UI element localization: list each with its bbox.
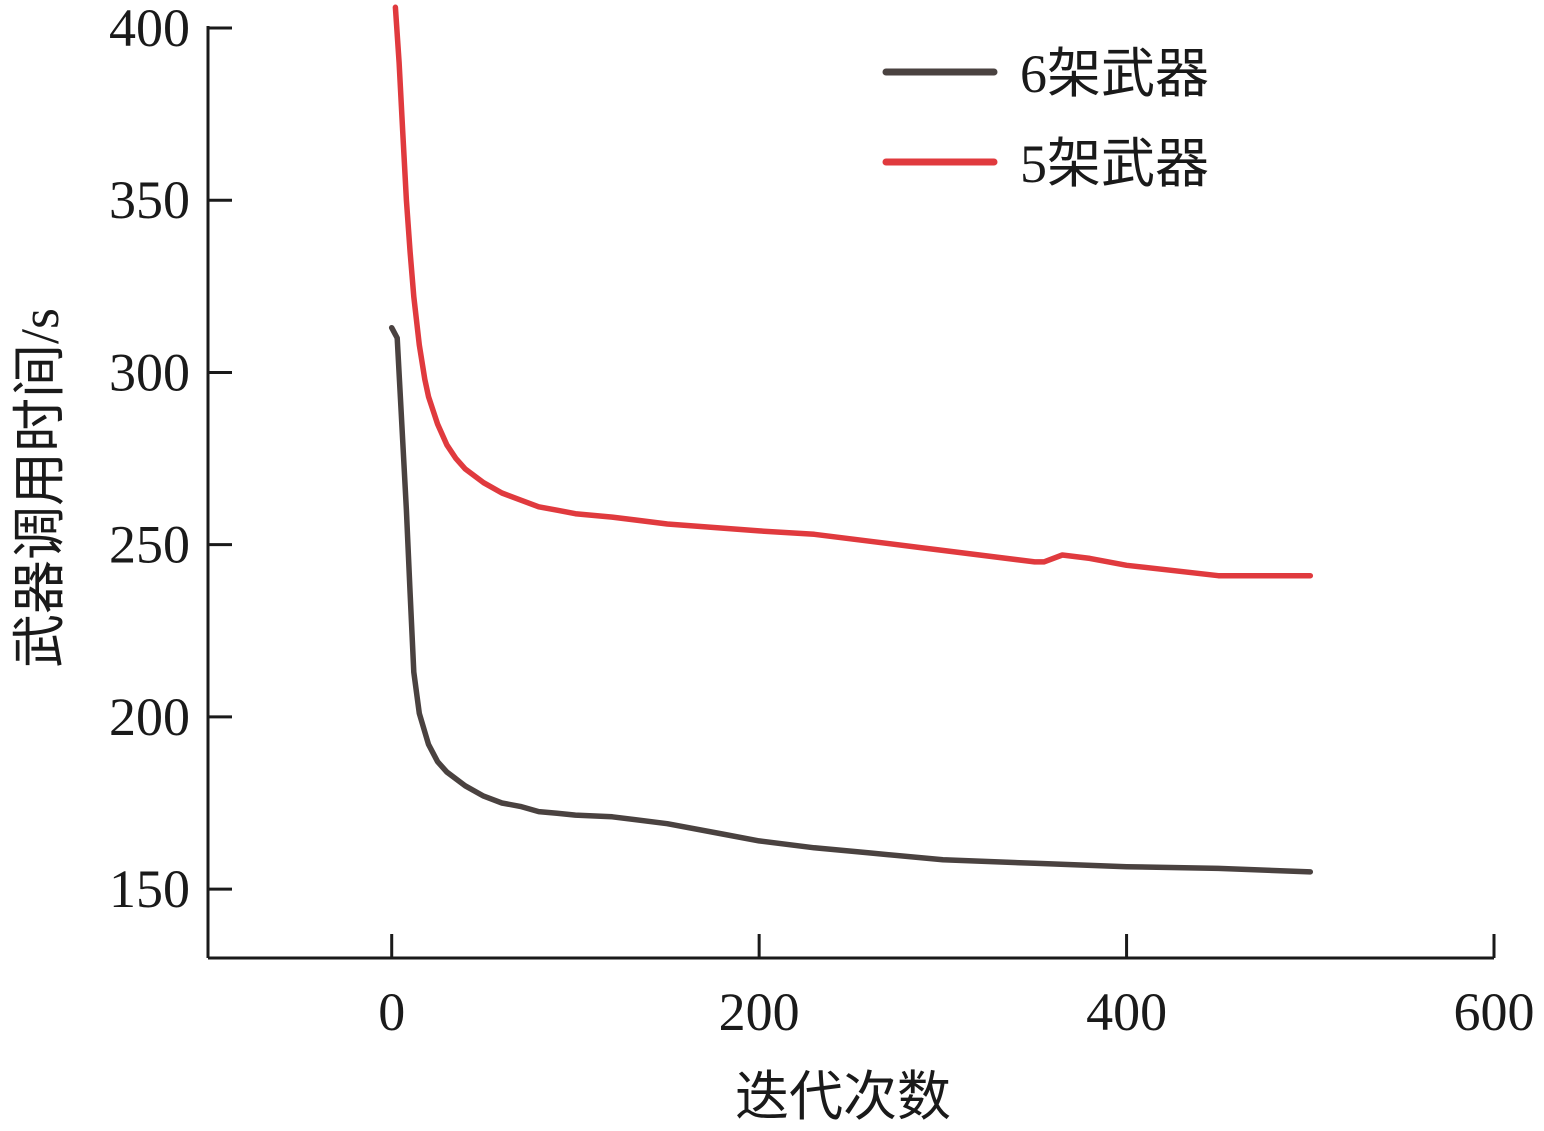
axes: 150 200 250 300 350 400 0 200 400 600 [109, 0, 1535, 1042]
x-tick-label: 200 [719, 982, 800, 1042]
series-line-1 [388, 324, 1314, 875]
legend-label-1: 6架武器 [1020, 44, 1209, 104]
x-tick-label: 600 [1454, 982, 1535, 1042]
y-tick-label: 400 [109, 0, 190, 58]
x-tick-label: 0 [378, 982, 405, 1042]
y-tick-label: 300 [109, 342, 190, 402]
legend-label-2: 5架武器 [1020, 134, 1209, 194]
y-tick-label: 250 [109, 515, 190, 575]
y-tick-label: 350 [109, 170, 190, 230]
y-tick-label: 150 [109, 859, 190, 919]
x-axis-title: 迭代次数 [735, 1067, 951, 1126]
x-tick-label: 400 [1086, 982, 1167, 1042]
y-tick-label: 200 [109, 687, 190, 747]
series-line-2 [392, 4, 1314, 579]
legend: 6架武器 5架武器 [882, 44, 1209, 194]
y-axis-title: 武器调用时间/s [10, 308, 70, 668]
series-lines [388, 4, 1314, 875]
